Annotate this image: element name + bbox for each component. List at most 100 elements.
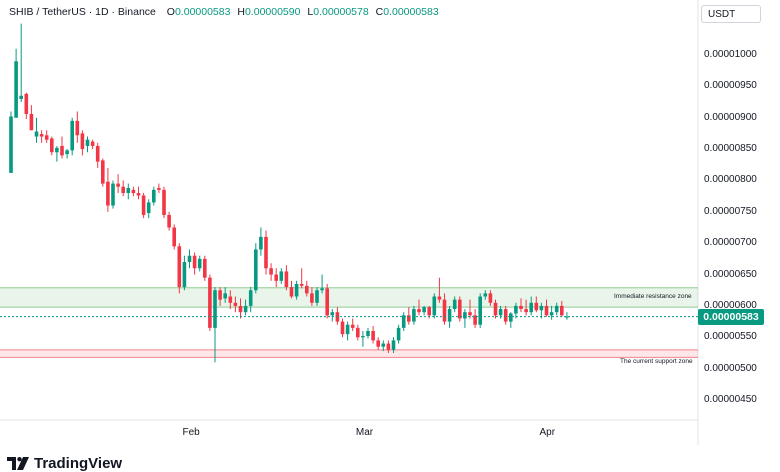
tradingview-logo[interactable]: TradingView (7, 455, 122, 472)
candle (289, 280, 294, 299)
candle-body (269, 268, 273, 275)
candle (565, 312, 569, 320)
candle (442, 293, 447, 325)
candle-body (371, 331, 375, 341)
candle (376, 337, 380, 350)
candle-body (284, 271, 289, 288)
candle (19, 23, 23, 103)
candle-body (345, 324, 350, 335)
candle-body (213, 290, 217, 328)
candle (34, 117, 39, 143)
candle-body (524, 309, 528, 313)
candle-body (407, 315, 411, 322)
candle (554, 302, 559, 316)
candle (437, 277, 442, 303)
candle (503, 305, 508, 325)
candle-body (340, 321, 345, 335)
candle (458, 296, 462, 322)
candle (55, 145, 59, 162)
candle-body (106, 181, 110, 206)
price-tick-label: 0.00000550 (704, 331, 757, 343)
candle-body (325, 288, 329, 316)
candle (162, 186, 166, 219)
currency-button[interactable]: USDT (701, 5, 761, 23)
candle-body (498, 309, 503, 316)
candle (24, 92, 29, 119)
candle (310, 287, 314, 306)
candle-body (192, 255, 197, 269)
candle (192, 252, 197, 275)
candle (539, 302, 544, 319)
candle-body (437, 296, 442, 300)
candle (544, 299, 549, 317)
candle-body (65, 150, 69, 155)
price-tick-label: 0.00000700 (704, 237, 757, 249)
candle-body (488, 293, 493, 303)
high-key: H (237, 6, 245, 18)
candle (126, 183, 131, 200)
price-tick-label: 0.00000800 (704, 174, 757, 186)
candle-body (9, 116, 13, 173)
candle (167, 211, 171, 231)
candle (407, 307, 411, 325)
candle-body (560, 305, 564, 316)
candle-body (34, 131, 39, 137)
candle (146, 199, 151, 219)
candle (248, 287, 253, 313)
candle-body (514, 305, 518, 314)
candle (320, 274, 324, 294)
candle (90, 139, 95, 150)
price-tick-label: 0.00000600 (704, 299, 757, 311)
candle (493, 299, 498, 319)
candle (473, 309, 477, 328)
candle (366, 327, 370, 339)
candle (264, 230, 268, 275)
candle (213, 287, 217, 363)
candle (254, 243, 258, 294)
candle-body (197, 258, 202, 269)
candle (356, 324, 360, 341)
candle (203, 255, 207, 281)
candle-body (85, 139, 90, 146)
candle (121, 180, 125, 197)
candle-body (534, 302, 539, 311)
candle-body (539, 305, 544, 311)
price-tick-label: 0.00000850 (704, 143, 757, 155)
candle (44, 130, 49, 143)
candle (279, 268, 284, 284)
candle (345, 321, 350, 341)
candle (218, 287, 222, 306)
candle-body (386, 343, 391, 350)
candle-body (509, 313, 513, 322)
price-tick-label: 0.00000500 (704, 362, 757, 374)
resistance-zone (0, 287, 698, 308)
candle-body (167, 214, 171, 228)
open-key: O (166, 6, 175, 18)
candle-body (121, 186, 125, 193)
candle-body (208, 277, 212, 328)
candle-body (254, 249, 258, 291)
symbol-pair[interactable]: SHIB / TetherUS · 1D · Binance (9, 6, 156, 18)
symbol-header: SHIB / TetherUS · 1D · Binance O0.000005… (9, 6, 443, 18)
support-zone-label: The current support zone (620, 358, 693, 365)
candle (65, 149, 69, 159)
candle (463, 309, 467, 328)
candle (208, 274, 212, 331)
candle (228, 290, 233, 310)
candle-body (55, 147, 59, 153)
candle (560, 300, 564, 317)
price-tick-label: 0.00000950 (704, 80, 757, 92)
candle-body (238, 305, 243, 313)
candle (432, 293, 437, 319)
candle-body (218, 290, 222, 300)
candle (294, 280, 299, 300)
candle-body (187, 255, 192, 262)
candle-body (101, 160, 105, 184)
candle-body (223, 293, 227, 299)
candle-body (157, 187, 161, 190)
candle-body (366, 331, 370, 337)
candle-body (162, 189, 166, 215)
low-key: L (307, 6, 314, 18)
candle-body (233, 302, 238, 306)
